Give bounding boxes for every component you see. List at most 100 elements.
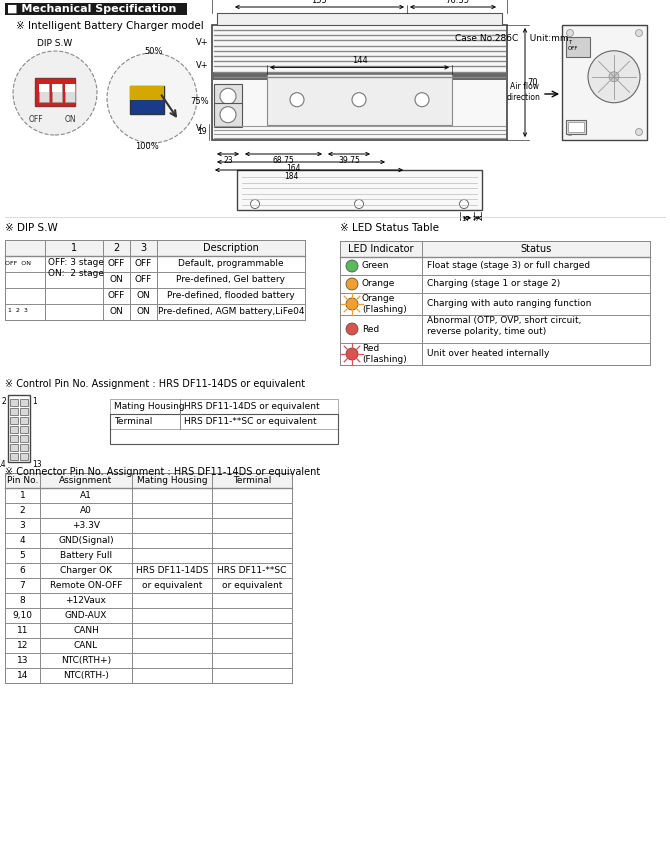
- Text: HRS DF11-14DS: HRS DF11-14DS: [136, 566, 208, 575]
- Bar: [28, 274, 35, 286]
- Text: A0: A0: [80, 506, 92, 515]
- Circle shape: [415, 92, 429, 107]
- Text: V+: V+: [196, 61, 208, 70]
- Text: HRS DF11-14DS or equivalent: HRS DF11-14DS or equivalent: [184, 402, 320, 411]
- Bar: [267, 74, 452, 125]
- Bar: [217, 13, 502, 25]
- Bar: [10, 435, 18, 442]
- Text: GND-AUX: GND-AUX: [65, 611, 107, 620]
- Bar: [562, 25, 647, 140]
- Text: 12: 12: [17, 641, 28, 650]
- Text: 8: 8: [19, 596, 25, 605]
- Text: ※ DIP S.W: ※ DIP S.W: [5, 223, 58, 233]
- Circle shape: [290, 92, 304, 107]
- Bar: [19, 274, 26, 286]
- Text: Mating Housing: Mating Housing: [114, 402, 185, 411]
- Text: Description: Description: [203, 243, 259, 253]
- Bar: [10, 274, 17, 302]
- Circle shape: [567, 30, 574, 37]
- Text: OFF: OFF: [135, 275, 152, 285]
- Bar: [340, 275, 650, 293]
- Bar: [5, 304, 305, 320]
- Circle shape: [636, 128, 643, 135]
- Text: 144: 144: [352, 56, 367, 65]
- Text: Air flow
direction: Air flow direction: [507, 81, 541, 102]
- Text: 11: 11: [17, 626, 28, 635]
- Text: 23: 23: [223, 156, 232, 165]
- Text: ON: ON: [65, 115, 76, 124]
- Circle shape: [346, 348, 358, 360]
- Text: 2: 2: [19, 506, 25, 515]
- Text: 9,10: 9,10: [13, 611, 33, 620]
- Bar: [5, 653, 292, 668]
- Bar: [19, 274, 26, 302]
- Bar: [566, 38, 590, 57]
- Text: or equivalent: or equivalent: [142, 581, 202, 590]
- Circle shape: [567, 128, 574, 135]
- Text: V-: V-: [196, 124, 204, 133]
- Text: OFF  ON: OFF ON: [5, 261, 31, 266]
- Text: OFF: OFF: [108, 260, 125, 268]
- Bar: [5, 638, 292, 653]
- Bar: [110, 399, 338, 414]
- Text: Remote ON-OFF: Remote ON-OFF: [50, 581, 122, 590]
- Text: 17: 17: [462, 216, 470, 222]
- Bar: [5, 518, 292, 533]
- Bar: [20, 417, 28, 424]
- Bar: [5, 473, 292, 488]
- Circle shape: [609, 72, 619, 82]
- Text: 19: 19: [198, 127, 207, 137]
- Text: Default, programmable: Default, programmable: [178, 260, 284, 268]
- Circle shape: [220, 88, 236, 104]
- Circle shape: [13, 51, 97, 135]
- Text: 3: 3: [141, 243, 147, 253]
- Circle shape: [346, 298, 358, 310]
- Text: 164: 164: [286, 164, 301, 173]
- Text: 68.75: 68.75: [273, 156, 294, 165]
- Text: NTC(RTH+): NTC(RTH+): [61, 656, 111, 665]
- Text: Status: Status: [521, 244, 551, 254]
- Bar: [5, 3, 187, 15]
- Text: 5: 5: [19, 551, 25, 560]
- Text: ON: ON: [137, 292, 150, 300]
- Bar: [10, 444, 18, 451]
- Text: V+: V+: [196, 38, 208, 47]
- Text: or equivalent: or equivalent: [222, 581, 282, 590]
- Circle shape: [588, 50, 640, 103]
- Bar: [5, 256, 305, 272]
- Bar: [20, 444, 28, 451]
- Bar: [5, 488, 292, 503]
- Text: 6: 6: [19, 566, 25, 575]
- Circle shape: [220, 107, 236, 123]
- Text: 76.35: 76.35: [445, 0, 469, 5]
- Bar: [5, 503, 292, 518]
- Text: ※ Control Pin No. Assignment : HRS DF11-14DS or equivalent: ※ Control Pin No. Assignment : HRS DF11-…: [5, 379, 305, 389]
- Text: Green: Green: [362, 262, 389, 270]
- Text: 50%: 50%: [145, 47, 163, 56]
- Text: HRS DF11-**SC: HRS DF11-**SC: [217, 566, 287, 575]
- Text: 1: 1: [32, 397, 37, 406]
- Bar: [5, 288, 305, 304]
- Bar: [5, 668, 292, 683]
- Text: A1: A1: [80, 491, 92, 500]
- Bar: [212, 25, 507, 140]
- Text: ON: ON: [137, 308, 150, 316]
- Circle shape: [354, 199, 364, 209]
- Bar: [10, 417, 18, 424]
- Bar: [20, 426, 28, 433]
- Circle shape: [346, 260, 358, 272]
- Text: 155: 155: [311, 0, 327, 5]
- Text: Assignment: Assignment: [60, 476, 113, 485]
- Circle shape: [352, 92, 366, 107]
- Circle shape: [251, 199, 259, 209]
- Text: ※ LED Status Table: ※ LED Status Table: [340, 223, 439, 233]
- Text: ■ Mechanical Specification: ■ Mechanical Specification: [7, 4, 176, 14]
- Text: Terminal: Terminal: [232, 476, 271, 485]
- Text: ※ Intelligent Battery Charger model: ※ Intelligent Battery Charger model: [16, 21, 204, 31]
- Text: 4: 4: [19, 536, 25, 545]
- Bar: [20, 435, 28, 442]
- Bar: [5, 240, 305, 256]
- Text: LED Indicator: LED Indicator: [348, 244, 414, 254]
- Text: Pin No.: Pin No.: [7, 476, 38, 485]
- Bar: [10, 399, 18, 406]
